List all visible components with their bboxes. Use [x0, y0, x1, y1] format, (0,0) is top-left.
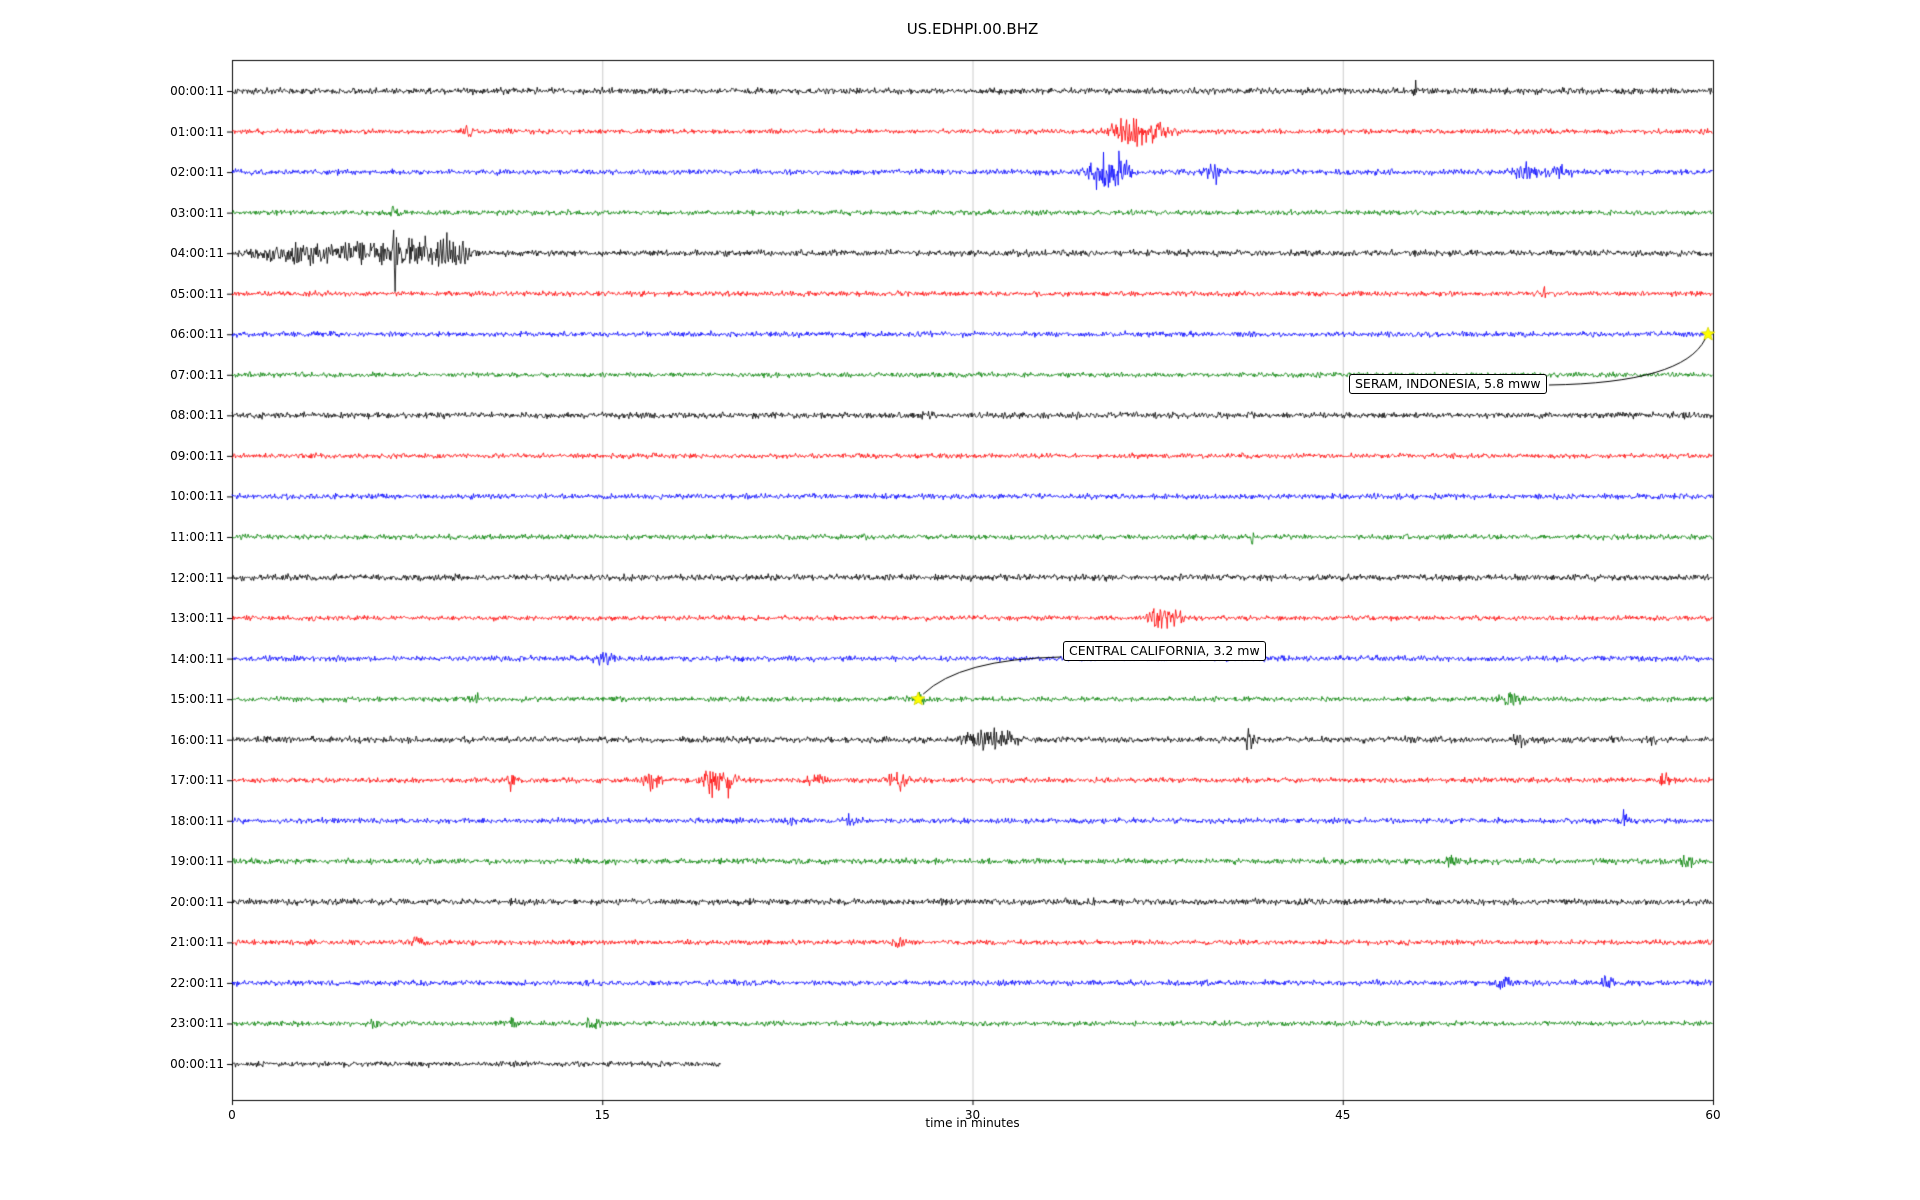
row-time-label: 12:00:11 — [170, 570, 224, 585]
event-annotation: SERAM, INDONESIA, 5.8 mww — [1349, 374, 1547, 394]
x-axis-label: time in minutes — [925, 1116, 1020, 1130]
row-time-label: 14:00:11 — [170, 651, 224, 666]
row-time-label: 11:00:11 — [170, 529, 224, 544]
chart-title: US.EDHPI.00.BHZ — [906, 20, 1039, 38]
row-time-label: 21:00:11 — [170, 935, 224, 950]
row-time-label: 03:00:11 — [170, 205, 224, 220]
x-tick-label: 30 — [964, 1108, 981, 1122]
row-time-label: 23:00:11 — [170, 1016, 224, 1031]
x-tick-label: 60 — [1705, 1108, 1721, 1122]
x-tick-label: 15 — [594, 1108, 610, 1122]
row-time-label: 17:00:11 — [170, 773, 224, 788]
event-annotation: CENTRAL CALIFORNIA, 3.2 mw — [1063, 641, 1266, 661]
row-time-label: 19:00:11 — [170, 854, 224, 869]
x-tick-label: 45 — [1335, 1108, 1351, 1122]
row-time-label: 22:00:11 — [170, 975, 224, 990]
row-time-label: 00:00:11 — [170, 84, 224, 98]
row-time-label: 00:00:11 — [170, 1057, 224, 1071]
row-time-label: 07:00:11 — [170, 367, 224, 382]
row-time-label: 04:00:11 — [170, 246, 224, 261]
row-time-label: 18:00:11 — [170, 813, 224, 828]
row-time-label: 08:00:11 — [170, 408, 224, 423]
row-time-label: 13:00:11 — [170, 611, 224, 626]
x-tick-label: 0 — [228, 1108, 236, 1122]
row-time-label: 01:00:11 — [170, 124, 224, 139]
row-time-label: 09:00:11 — [170, 448, 224, 463]
row-time-label: 06:00:11 — [170, 327, 224, 342]
row-time-label: 16:00:11 — [170, 732, 224, 747]
row-time-label: 15:00:11 — [170, 692, 224, 707]
row-time-label: 05:00:11 — [170, 286, 224, 301]
row-time-label: 10:00:11 — [170, 489, 224, 504]
row-time-label: 02:00:11 — [170, 165, 224, 180]
row-time-label: 20:00:11 — [170, 894, 224, 909]
